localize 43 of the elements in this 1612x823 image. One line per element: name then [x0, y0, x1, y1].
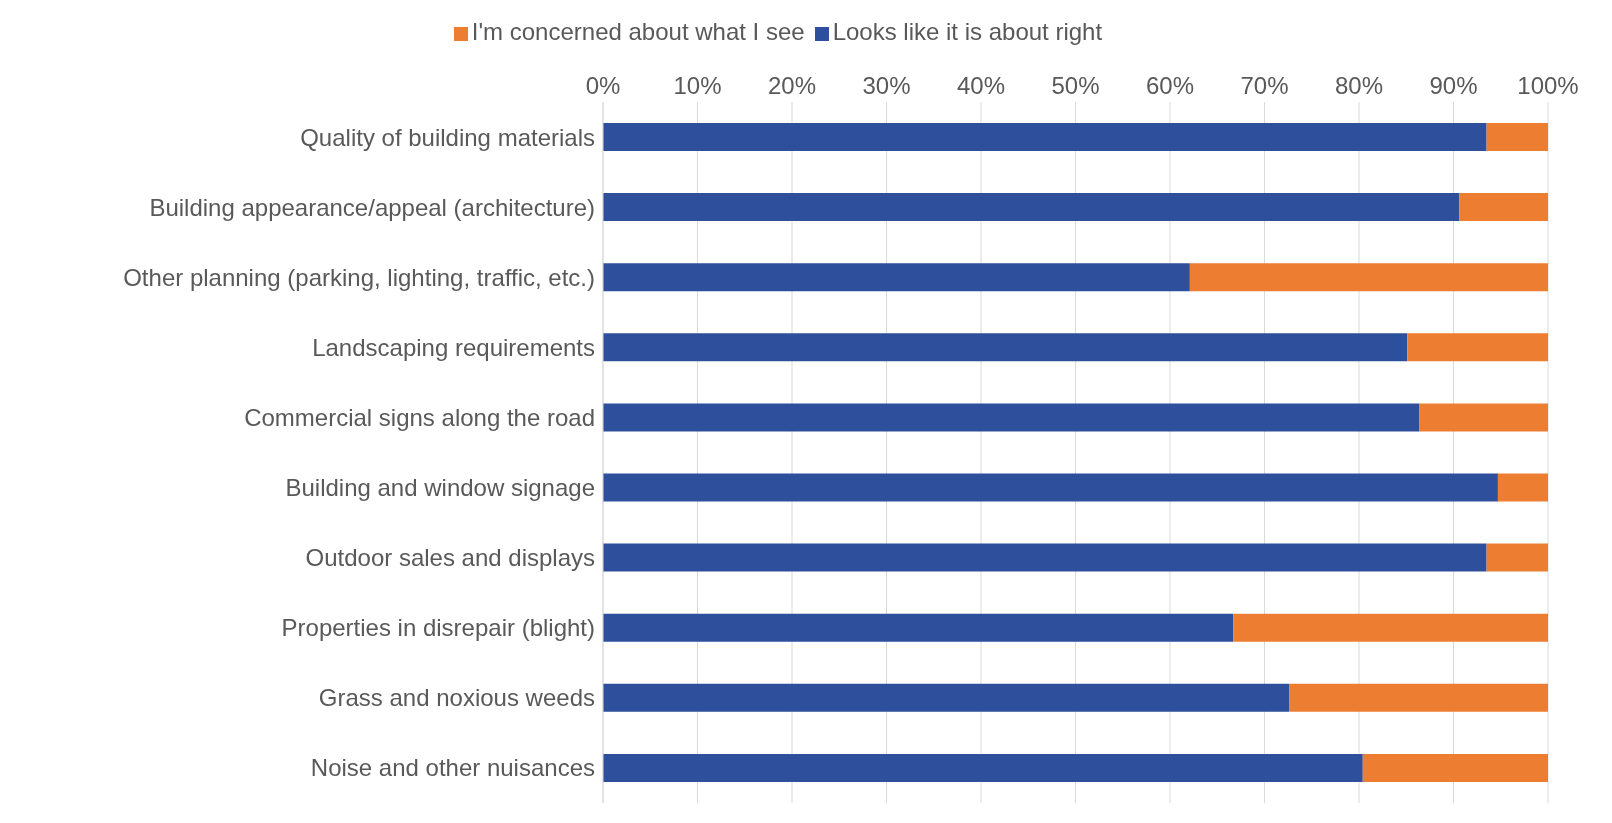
bar	[603, 753, 1363, 782]
x-tick-label: 10%	[673, 72, 722, 99]
y-tick-label: Other planning (parking, lighting, traffic, etc.)	[123, 263, 595, 291]
x-tick-label: 50%	[1051, 72, 1100, 99]
y-tick-label: Building and window signage	[285, 474, 595, 502]
y-tick-label: Building appearance/appeal (architecture)	[149, 193, 595, 221]
bar	[603, 193, 1460, 222]
x-tick-label: 30%	[862, 72, 911, 99]
bar	[1407, 333, 1548, 362]
bar	[1289, 683, 1548, 712]
y-tick-label: Noise and other nuisances	[310, 754, 595, 782]
y-tick-label: Properties in disrepair (blight)	[281, 614, 595, 642]
y-tick-label: Outdoor sales and displays	[305, 544, 595, 572]
x-tick-label: 60%	[1145, 72, 1195, 99]
bar	[1233, 613, 1548, 642]
bar	[603, 613, 1234, 642]
x-tick-label: 100%	[1517, 72, 1579, 99]
bar	[603, 683, 1290, 712]
x-tick-label: 40%	[956, 72, 1006, 99]
bar	[1189, 263, 1548, 292]
y-tick-label: Commercial signs along the road	[244, 403, 595, 431]
bar	[603, 543, 1487, 572]
x-tick-label: 80%	[1334, 72, 1384, 99]
x-tick-label: 0%	[585, 72, 621, 99]
y-tick-label: Landscaping requirements	[312, 333, 595, 361]
bar	[1486, 543, 1548, 572]
bar	[1419, 403, 1548, 432]
y-tick-label: Grass and noxious weeds	[318, 684, 595, 712]
x-tick-label: 20%	[767, 72, 817, 99]
bar	[1486, 123, 1548, 151]
x-tick-label: 70%	[1240, 72, 1289, 99]
y-tick-label: Quality of building materials	[300, 123, 595, 151]
bar	[603, 263, 1190, 292]
legend-label: I'm concerned about what I see	[471, 18, 805, 45]
bar	[1459, 193, 1548, 222]
x-tick-label: 90%	[1429, 72, 1478, 99]
bar	[603, 123, 1487, 151]
bar	[603, 473, 1498, 502]
bar	[1362, 753, 1548, 782]
bar	[1497, 473, 1548, 502]
bar	[603, 333, 1408, 362]
bar	[603, 403, 1420, 432]
legend-label: Looks like it is about right	[832, 18, 1103, 45]
